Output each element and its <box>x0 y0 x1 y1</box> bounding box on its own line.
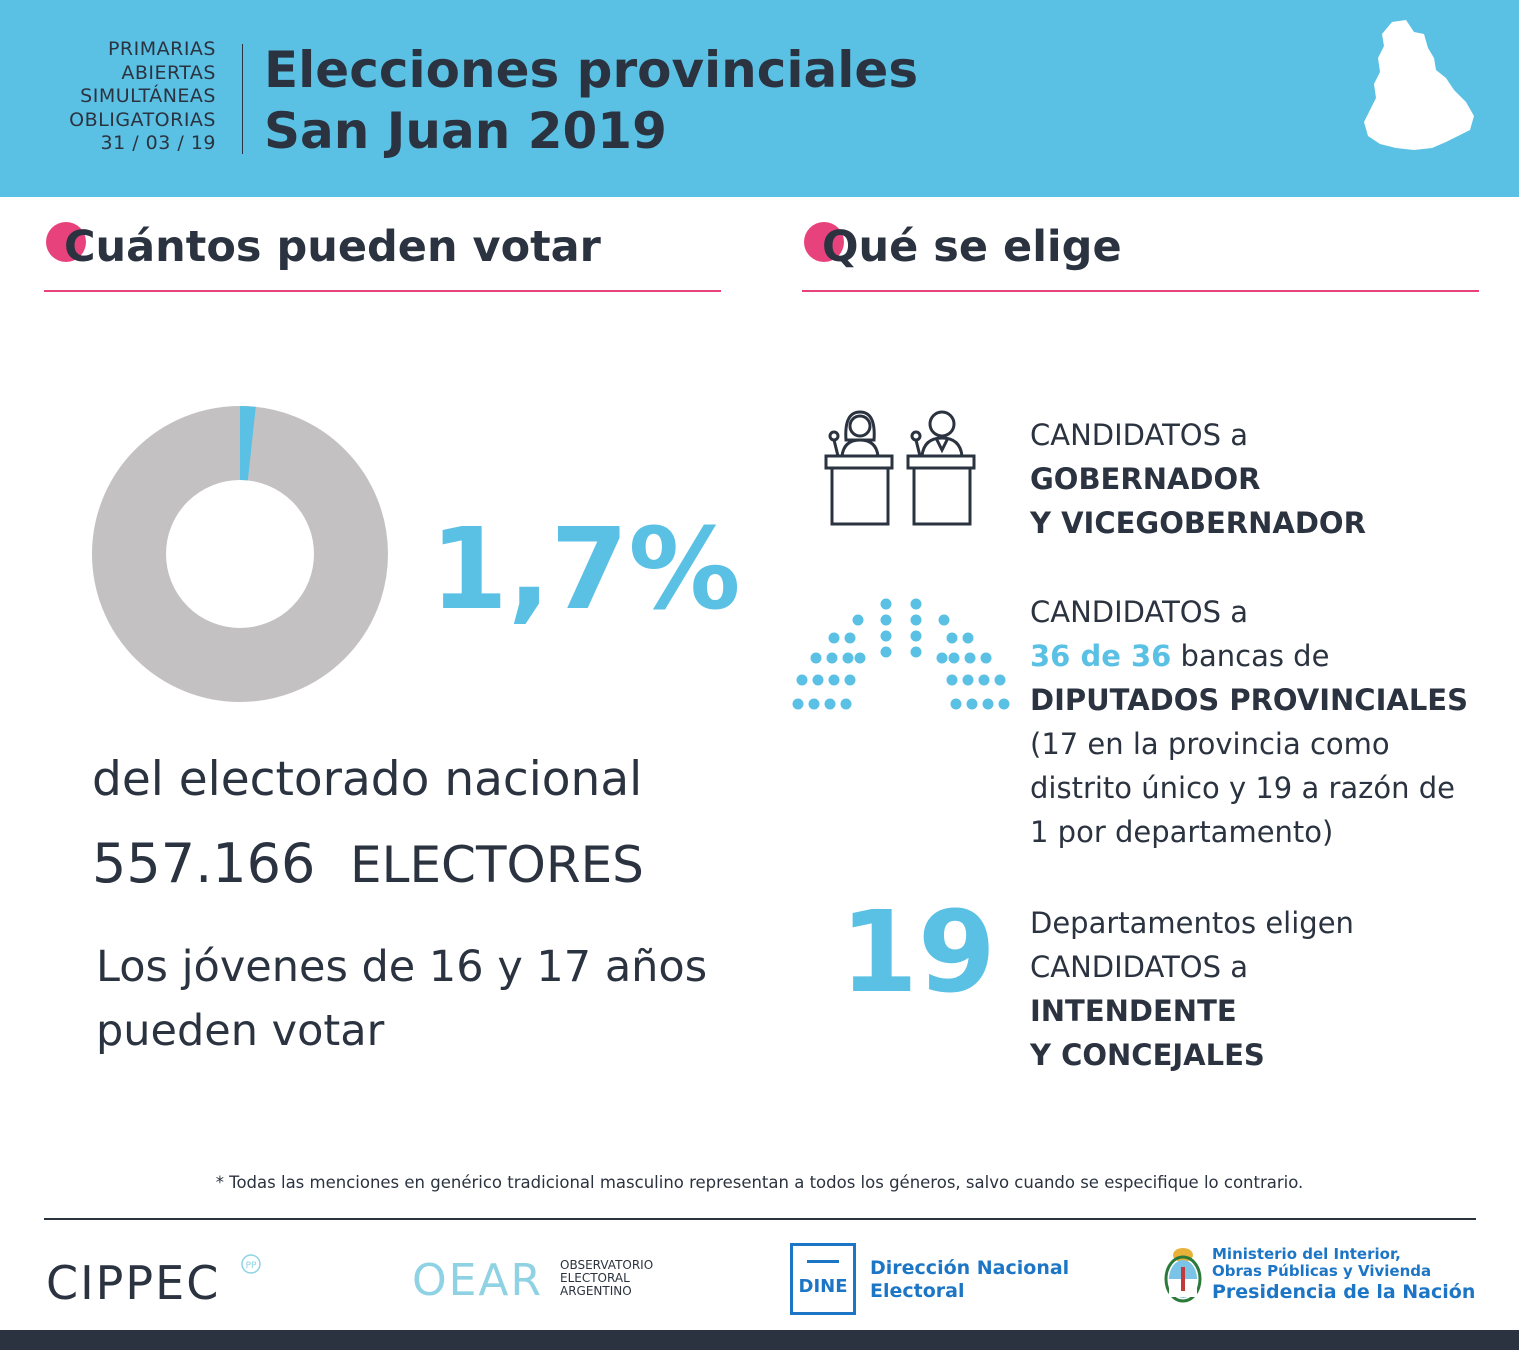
section-title-que-se-elige: Qué se elige <box>822 222 1122 272</box>
donut-slice-rest <box>92 406 388 702</box>
pre-line: PRIMARIAS <box>107 38 216 60</box>
dip-line-3: DIPUTADOS PROVINCIALES <box>1030 683 1469 717</box>
dip-line-2: bancas de <box>1171 639 1330 673</box>
donut-slice-san-juan <box>239 406 256 481</box>
oear-subtitle: OBSERVATORIO ELECTORAL ARGENTINO <box>560 1259 653 1298</box>
election-date: 31 / 03 / 19 <box>100 132 216 154</box>
dne-name: Dirección Nacional Electoral <box>870 1257 1069 1303</box>
dep-line-3: INTENDENTE <box>1030 994 1237 1028</box>
header-banner: PRIMARIAS ABIERTAS SIMULTÁNEAS OBLIGATOR… <box>0 0 1519 197</box>
pre-line: ABIERTAS <box>121 61 216 84</box>
seats-highlight: 36 de 36 <box>1030 639 1172 673</box>
voters-donut-chart <box>92 406 388 702</box>
dine-logo: DINE <box>790 1243 856 1315</box>
dep-text: Departamentos eligen CANDIDATOS a INTEND… <box>1030 901 1500 1077</box>
gob-text: CANDIDATOS a GOBERNADOR Y VICEGOBERNADOR <box>1030 413 1500 545</box>
header-divider <box>242 44 243 154</box>
section-bullet <box>46 222 86 262</box>
dip-line-5: distrito único y 19 a razón de <box>1030 771 1455 805</box>
escudo-nacional-icon <box>1164 1248 1202 1303</box>
pre-line: OBLIGATORIAS <box>69 108 216 131</box>
section-rule <box>44 290 721 292</box>
title-line-2: San Juan 2019 <box>264 102 667 160</box>
min-line-presidencia: Presidencia de la Nación <box>1212 1281 1476 1303</box>
section-title-votantes: Cuántos pueden votar <box>64 222 601 272</box>
dine-logo-bar <box>807 1260 839 1263</box>
dip-text: CANDIDATOS a 36 de 36 bancas de DIPUTADO… <box>1030 590 1500 854</box>
svg-text:PP: PP <box>246 1261 257 1271</box>
jovenes-note: Los jóvenes de 16 y 17 años pueden votar <box>96 942 708 1056</box>
section-rule <box>802 290 1479 292</box>
san-juan-map-icon <box>1364 20 1474 150</box>
bottom-bar <box>0 1330 1519 1350</box>
title-line-1: Elecciones provinciales <box>264 41 919 99</box>
dep-line-1: Departamentos eligen <box>1030 906 1354 940</box>
dep-line-2: CANDIDATOS a <box>1030 950 1249 984</box>
dine-logo-text: DINE <box>798 1276 848 1297</box>
gob-line-3: Y VICEGOBERNADOR <box>1030 506 1366 540</box>
pre-line: SIMULTÁNEAS <box>80 85 216 107</box>
dep-line-4: Y CONCEJALES <box>1030 1038 1265 1072</box>
min-line: Ministerio del Interior, <box>1212 1245 1401 1263</box>
oear-logo: OEAR <box>412 1255 544 1306</box>
cippec-badge-icon: PP <box>241 1254 261 1274</box>
ministerio-name: Ministerio del Interior, Obras Públicas … <box>1212 1246 1475 1304</box>
dne-line: Electoral <box>870 1280 965 1302</box>
dip-line-6: 1 por departamento) <box>1030 815 1334 849</box>
min-line: Obras Públicas y Vivienda <box>1212 1262 1432 1280</box>
podium-candidates-icon <box>824 410 976 526</box>
electorado-label: del electorado nacional <box>92 752 643 807</box>
oear-sub-line: ELECTORAL <box>560 1271 630 1285</box>
dip-line-4: (17 en la provincia como <box>1030 727 1390 761</box>
departments-count: 19 <box>840 888 996 1018</box>
parliament-seats-icon <box>792 598 1010 710</box>
election-type-block: PRIMARIAS ABIERTAS SIMULTÁNEAS OBLIGATOR… <box>40 38 216 156</box>
section-bullet <box>804 222 844 262</box>
electores-number: 557.166 <box>92 832 316 895</box>
footer-rule <box>44 1218 1476 1220</box>
gob-line-1: CANDIDATOS a <box>1030 418 1249 452</box>
dne-line: Dirección Nacional <box>870 1257 1070 1279</box>
dip-line-1: CANDIDATOS a <box>1030 595 1249 629</box>
cippec-logo: CIPPEC <box>46 1256 221 1310</box>
gender-footnote: * Todas las menciones en genérico tradic… <box>215 1173 1304 1192</box>
gob-line-2: GOBERNADOR <box>1030 462 1261 496</box>
oear-sub-line: ARGENTINO <box>560 1284 632 1298</box>
page-title: Elecciones provinciales San Juan 2019 <box>264 40 918 162</box>
percent-label: 1,7% <box>430 505 741 635</box>
oear-sub-line: OBSERVATORIO <box>560 1258 654 1272</box>
electores-label: ELECTORES <box>350 836 644 894</box>
